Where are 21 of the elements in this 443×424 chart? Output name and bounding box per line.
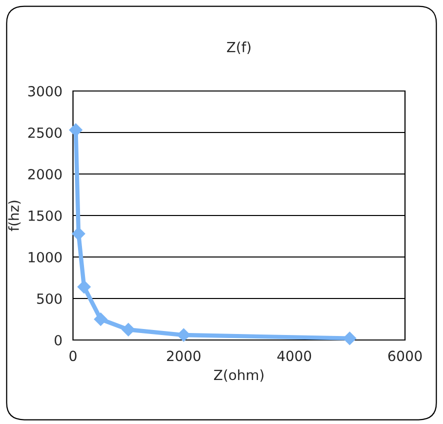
y-tick-label: 500 <box>37 293 62 304</box>
point <box>69 123 82 137</box>
point <box>72 227 86 240</box>
chart-title: Z(f) <box>227 42 250 54</box>
point <box>77 280 91 294</box>
x-tick-label: 6000 <box>388 350 422 362</box>
x-tick-label: 4000 <box>277 350 312 362</box>
point <box>343 332 356 345</box>
x-tick-label: 2000 <box>167 350 200 362</box>
y-tick-label: 1500 <box>28 210 62 221</box>
y-tick-label: 1000 <box>28 252 62 262</box>
point <box>94 312 108 326</box>
x-axis-title: Z(ohm) <box>214 369 264 382</box>
point <box>177 328 190 342</box>
x-tick-label: 0 <box>69 350 76 362</box>
y-tick-label: 2500 <box>28 127 62 138</box>
y-tick-label: 2000 <box>28 168 62 180</box>
y-tick-label: 3000 <box>28 86 62 96</box>
point <box>122 323 135 336</box>
y-axis-title: f(hz) <box>8 200 21 232</box>
y-tick-label: 0 <box>54 334 62 346</box>
